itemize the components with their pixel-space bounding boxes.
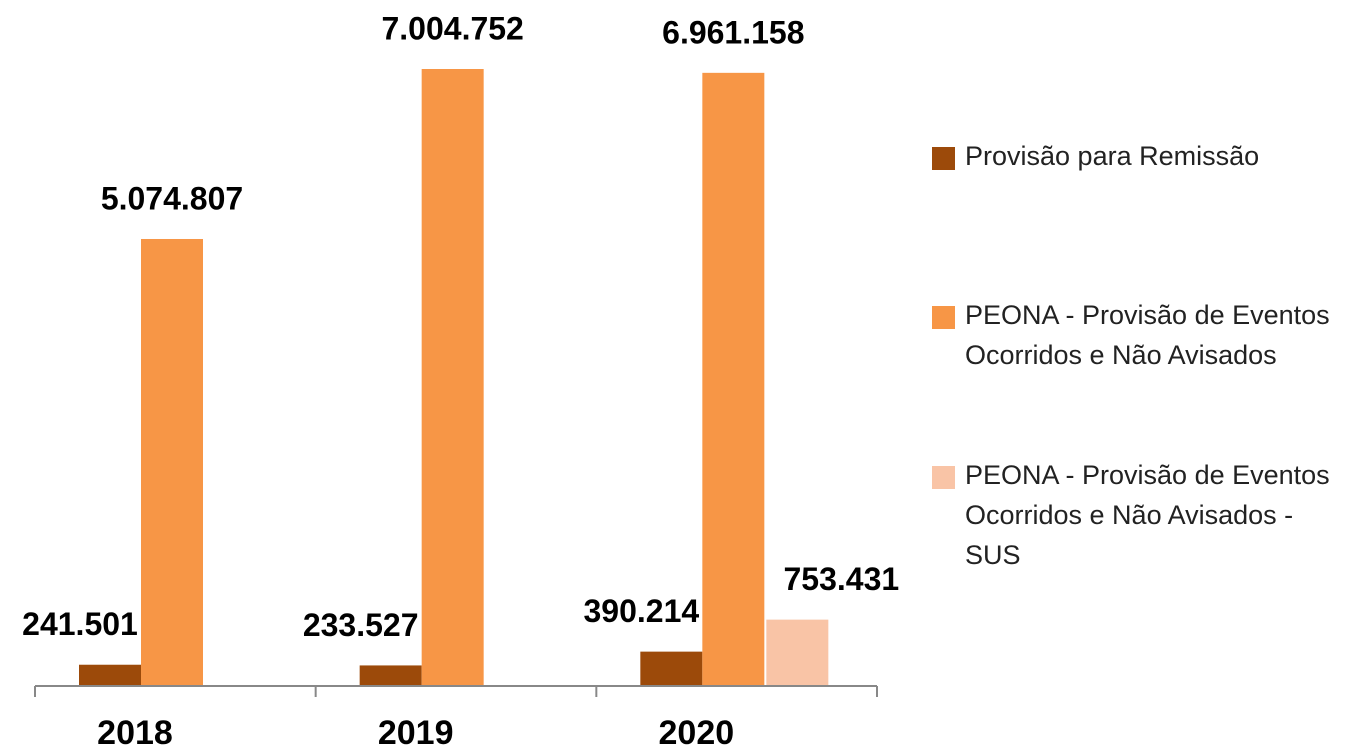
- bar: [766, 619, 829, 686]
- legend-swatch: [932, 147, 955, 170]
- bar: [421, 69, 484, 686]
- bar: [702, 72, 765, 686]
- x-tick-label: 2019: [378, 714, 454, 752]
- x-tick-label: 2020: [659, 714, 735, 752]
- bar: [79, 664, 141, 686]
- bar: [640, 651, 703, 686]
- value-label: 233.527: [303, 607, 419, 643]
- legend-swatch: [932, 466, 955, 489]
- bar: [359, 665, 422, 686]
- bar: [141, 238, 203, 686]
- value-label: 390.214: [583, 593, 699, 629]
- legend-label: Provisão para Remissão: [965, 141, 1259, 171]
- legend-item: PEONA - Provisão de Eventos Ocorridos e N…: [932, 460, 1330, 570]
- legend-label: PEONA - Provisão de Eventos Ocorridos e N…: [965, 300, 1330, 370]
- x-tick-label: 2018: [97, 714, 173, 752]
- value-label: 7.004.752: [381, 10, 523, 46]
- legend-item: PEONA - Provisão de Eventos Ocorridos e N…: [932, 300, 1330, 370]
- value-label: 241.501: [22, 606, 138, 642]
- legend-label: PEONA - Provisão de Eventos Ocorridos e N…: [965, 460, 1330, 570]
- value-label: 6.961.158: [662, 14, 804, 50]
- value-label: 753.431: [783, 561, 899, 597]
- legend-item: Provisão para Remissão: [932, 141, 1259, 171]
- legend-swatch: [932, 306, 955, 329]
- value-label: 5.074.807: [101, 180, 243, 216]
